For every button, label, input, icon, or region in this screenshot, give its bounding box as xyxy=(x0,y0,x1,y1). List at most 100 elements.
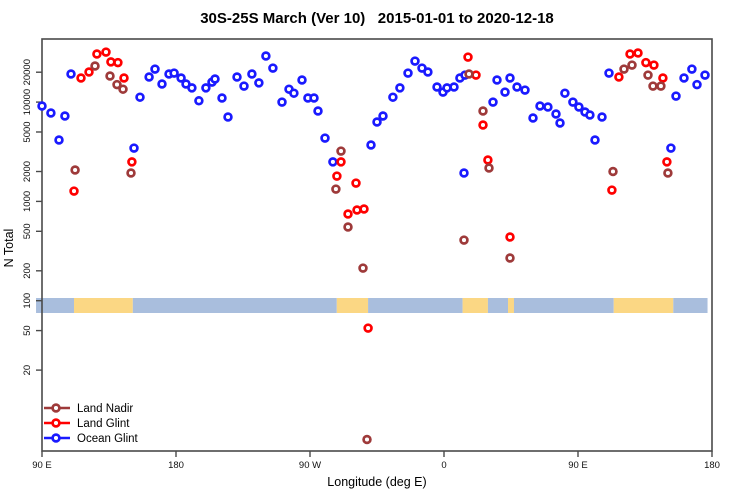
data-point-land_nadir xyxy=(70,165,80,175)
data-point-land_glint xyxy=(662,157,672,167)
surface-band-segment-land xyxy=(462,298,488,313)
legend-label-ocean_glint: Ocean Glint xyxy=(77,433,139,445)
data-point-ocean_glint xyxy=(232,72,242,82)
data-point-ocean_glint xyxy=(597,112,607,122)
data-point-land_nadir xyxy=(459,235,469,245)
data-point-ocean_glint xyxy=(144,72,154,82)
data-point-ocean_glint xyxy=(403,68,413,78)
y-tick-label: 1000 xyxy=(22,191,33,212)
legend-marker-ocean_glint xyxy=(51,433,61,443)
data-point-land_nadir xyxy=(648,81,658,91)
data-point-land_glint xyxy=(641,57,651,68)
data-point-ocean_glint xyxy=(590,135,600,145)
data-point-ocean_glint xyxy=(366,140,376,150)
data-point-land_glint xyxy=(463,52,473,62)
y-tick-label: 500 xyxy=(22,223,33,239)
data-point-ocean_glint xyxy=(297,75,307,85)
data-point-ocean_glint xyxy=(585,110,595,120)
data-point-ocean_glint xyxy=(423,67,433,77)
data-point-ocean_glint xyxy=(135,92,145,102)
surface-band-segment-ocean xyxy=(132,298,337,313)
data-point-land_glint xyxy=(649,60,659,70)
data-point-ocean_glint xyxy=(604,68,614,78)
data-point-land_glint xyxy=(625,49,635,59)
chart-title: 30S-25S March (Ver 10) 2015-01-01 to 202… xyxy=(200,10,554,27)
surface-band-segment-land xyxy=(508,298,514,313)
data-point-land_nadir xyxy=(105,71,115,81)
data-point-ocean_glint xyxy=(217,93,227,103)
data-point-ocean_glint xyxy=(261,51,271,61)
data-point-ocean_glint xyxy=(309,93,319,103)
data-point-land_nadir xyxy=(656,81,666,91)
data-point-ocean_glint xyxy=(46,108,56,118)
x-axis-label: Longitude (deg E) xyxy=(327,475,427,489)
data-point-land_nadir xyxy=(663,168,673,178)
data-point-ocean_glint xyxy=(210,74,220,84)
legend-label-land_nadir: Land Nadir xyxy=(77,403,133,415)
data-point-ocean_glint xyxy=(176,73,186,83)
y-tick-label: 20 xyxy=(22,365,33,376)
legend-label-land_glint: Land Glint xyxy=(77,418,130,430)
y-tick-label: 20000 xyxy=(22,59,33,85)
data-point-ocean_glint xyxy=(60,111,70,121)
x-tick-label: 90 E xyxy=(32,460,52,471)
data-point-land_nadir xyxy=(336,146,346,156)
x-tick-label: 0 xyxy=(441,460,446,471)
data-point-ocean_glint xyxy=(432,82,442,92)
data-point-land_nadir xyxy=(90,61,100,71)
data-point-ocean_glint xyxy=(194,96,204,106)
surface-band-segment-ocean xyxy=(513,298,614,313)
data-point-ocean_glint xyxy=(223,112,233,122)
legend-marker-land_glint xyxy=(51,418,61,428)
data-point-land_nadir xyxy=(643,70,653,80)
data-point-land_glint xyxy=(127,157,137,167)
data-point-land_glint xyxy=(363,323,373,333)
data-point-land_glint xyxy=(92,49,102,59)
data-point-land_nadir xyxy=(358,263,368,273)
data-point-land_glint xyxy=(76,73,86,83)
data-point-land_nadir xyxy=(484,163,494,173)
data-point-land_nadir xyxy=(112,79,122,90)
data-point-ocean_glint xyxy=(449,82,459,92)
data-point-land_glint xyxy=(336,157,346,167)
data-point-ocean_glint xyxy=(500,87,510,97)
data-point-ocean_glint xyxy=(201,83,211,93)
x-tick-label: 90 W xyxy=(299,460,321,471)
data-point-ocean_glint xyxy=(459,168,469,178)
data-point-ocean_glint xyxy=(378,111,388,121)
data-point-ocean_glint xyxy=(320,133,330,143)
data-point-land_glint xyxy=(478,120,488,130)
data-point-land_nadir xyxy=(126,168,136,178)
data-point-land_nadir xyxy=(343,222,353,232)
data-point-ocean_glint xyxy=(687,64,697,74)
data-point-land_glint xyxy=(614,72,624,82)
y-tick-label: 2000 xyxy=(22,161,33,182)
data-point-ocean_glint xyxy=(512,82,522,92)
data-point-land_glint xyxy=(84,67,94,77)
y-tick-label: 100 xyxy=(22,293,33,309)
data-point-ocean_glint xyxy=(555,118,565,128)
data-point-ocean_glint xyxy=(66,69,76,79)
data-point-land_nadir xyxy=(608,166,618,177)
data-point-land_glint xyxy=(351,178,361,188)
surface-band-segment-ocean xyxy=(368,298,463,313)
data-point-ocean_glint xyxy=(520,85,530,95)
data-point-ocean_glint xyxy=(157,79,167,89)
y-tick-label: 50 xyxy=(22,325,33,336)
data-point-ocean_glint xyxy=(505,73,515,83)
data-point-land_nadir xyxy=(627,60,637,70)
y-tick-label: 10000 xyxy=(22,89,33,115)
data-point-land_glint xyxy=(119,73,129,83)
data-point-ocean_glint xyxy=(328,157,338,167)
data-point-ocean_glint xyxy=(666,143,676,153)
data-point-ocean_glint xyxy=(247,69,257,79)
data-point-land_nadir xyxy=(464,69,474,79)
data-point-land_nadir xyxy=(331,184,341,194)
data-point-ocean_glint xyxy=(410,56,420,66)
y-axis-label: N Total xyxy=(2,228,16,268)
data-point-ocean_glint xyxy=(54,135,64,145)
data-point-ocean_glint xyxy=(372,117,382,127)
data-point-ocean_glint xyxy=(488,97,498,107)
